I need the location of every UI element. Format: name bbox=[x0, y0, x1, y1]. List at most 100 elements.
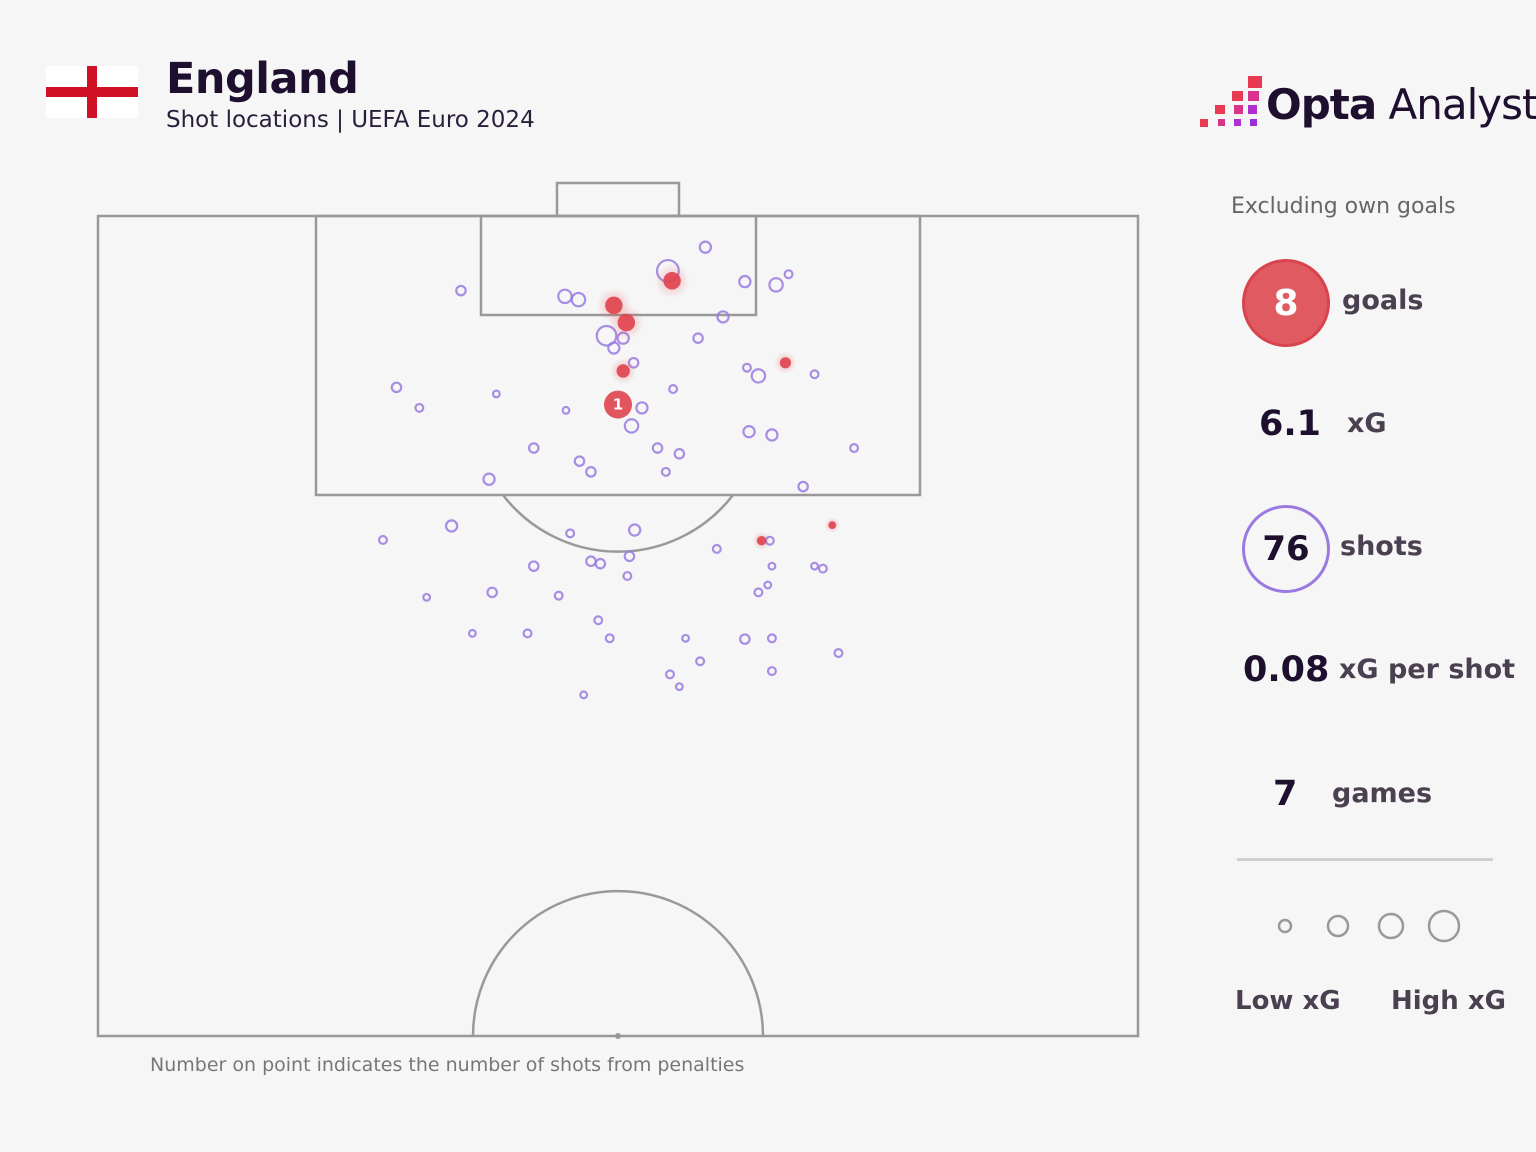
shot-point bbox=[623, 418, 640, 434]
shot-point bbox=[414, 402, 425, 413]
shot-point bbox=[422, 592, 432, 602]
shot-point bbox=[593, 615, 604, 626]
shot-point bbox=[739, 633, 751, 645]
shot-point bbox=[681, 633, 691, 643]
shot-point bbox=[522, 628, 533, 639]
shot-point bbox=[692, 332, 704, 344]
page-title: England bbox=[166, 54, 359, 104]
shots-badge: 76 bbox=[1242, 505, 1330, 593]
shot-point bbox=[390, 381, 403, 394]
centre-circle bbox=[471, 889, 765, 1037]
shot-point bbox=[594, 557, 607, 570]
legend-low-xg: Low xG bbox=[1235, 986, 1341, 1016]
goal-point bbox=[828, 521, 837, 530]
shot-point bbox=[444, 519, 459, 533]
shot-point bbox=[664, 669, 676, 680]
shots-value: 76 bbox=[1262, 529, 1310, 569]
shot-point bbox=[377, 534, 388, 545]
shot-point bbox=[716, 310, 730, 324]
shot-point bbox=[467, 628, 477, 638]
goal-point bbox=[616, 364, 630, 378]
shot-point bbox=[627, 523, 642, 537]
legend-high-xg: High xG bbox=[1391, 986, 1506, 1016]
penalty-box bbox=[314, 214, 922, 497]
goals-badge: 8 bbox=[1242, 259, 1330, 347]
shot-point bbox=[651, 442, 664, 454]
shot-point bbox=[767, 561, 777, 571]
page-subtitle: Shot locations | UEFA Euro 2024 bbox=[166, 107, 535, 133]
goals-layer: 1 bbox=[596, 263, 841, 551]
legend-size-circle bbox=[1326, 914, 1350, 938]
xg-per-shot-value: 0.08 bbox=[1243, 650, 1330, 690]
goal bbox=[555, 181, 681, 218]
goal-point bbox=[663, 272, 681, 290]
legend-size-circle bbox=[1427, 909, 1461, 943]
shot-point bbox=[573, 455, 586, 467]
shot-point bbox=[711, 543, 722, 554]
shot-point bbox=[766, 666, 777, 677]
shot-point bbox=[623, 550, 636, 563]
shot-point bbox=[486, 586, 498, 599]
opta-logo-icon bbox=[1200, 76, 1262, 127]
logo-word-opta: Opta bbox=[1266, 80, 1377, 129]
games-label: games bbox=[1332, 778, 1433, 809]
shot-point bbox=[579, 690, 589, 700]
shot-point bbox=[817, 563, 828, 574]
shot-point bbox=[561, 405, 571, 415]
games-value: 7 bbox=[1273, 774, 1298, 814]
shot-point bbox=[698, 240, 713, 254]
shot-point bbox=[565, 528, 576, 539]
xg-value: 6.1 bbox=[1259, 404, 1322, 444]
shot-point bbox=[783, 269, 794, 280]
shot-point bbox=[622, 570, 633, 581]
goal-point bbox=[779, 357, 792, 369]
footnote: Number on point indicates the number of … bbox=[150, 1054, 745, 1076]
goal-point bbox=[756, 536, 767, 546]
opta-analyst-logo-text: Opta Analyst bbox=[1266, 80, 1536, 129]
penalty-arc bbox=[502, 494, 734, 553]
shot-point bbox=[797, 480, 809, 493]
shot-point bbox=[753, 587, 764, 598]
shot-point bbox=[768, 277, 784, 293]
shot-point bbox=[482, 472, 496, 486]
shot-point bbox=[763, 580, 773, 590]
shot-point bbox=[557, 288, 573, 305]
goal-point bbox=[617, 313, 636, 332]
shot-point bbox=[833, 648, 844, 659]
shot-point bbox=[810, 561, 820, 571]
shot-point bbox=[668, 384, 679, 395]
shot-point bbox=[570, 291, 587, 308]
shot-point bbox=[766, 633, 777, 644]
shot-point bbox=[585, 555, 597, 568]
shot-point bbox=[585, 466, 597, 478]
shot-point bbox=[765, 428, 779, 442]
shot-point bbox=[809, 369, 820, 380]
shot-point bbox=[741, 362, 752, 373]
shot-point bbox=[695, 656, 706, 667]
shot-point bbox=[455, 284, 467, 297]
penalty-count-label: 1 bbox=[613, 396, 623, 414]
shot-map: 1 bbox=[96, 181, 1140, 1039]
shot-point bbox=[673, 447, 686, 460]
legend-size-circle bbox=[1377, 912, 1405, 940]
shot-point bbox=[742, 424, 756, 439]
shots-layer bbox=[377, 240, 860, 700]
excluding-own-goals-note: Excluding own goals bbox=[1231, 194, 1456, 219]
xg-size-legend bbox=[1277, 909, 1461, 943]
goals-value: 8 bbox=[1273, 282, 1299, 324]
shot-point bbox=[527, 560, 540, 572]
shot-point bbox=[738, 274, 752, 289]
shot-point bbox=[635, 401, 649, 415]
shot-point bbox=[660, 466, 671, 477]
shot-point bbox=[527, 442, 540, 454]
shot-point bbox=[674, 682, 684, 692]
penalty-goal-point bbox=[604, 390, 632, 419]
shot-point bbox=[607, 341, 621, 355]
legend-size-circle bbox=[1277, 918, 1293, 934]
xg-label: xG bbox=[1347, 408, 1387, 439]
xg-per-shot-label: xG per shot bbox=[1339, 654, 1516, 685]
shot-point bbox=[849, 443, 860, 454]
divider bbox=[1237, 858, 1493, 861]
shot-point bbox=[491, 389, 501, 399]
logo-word-analyst: Analyst bbox=[1388, 80, 1536, 129]
